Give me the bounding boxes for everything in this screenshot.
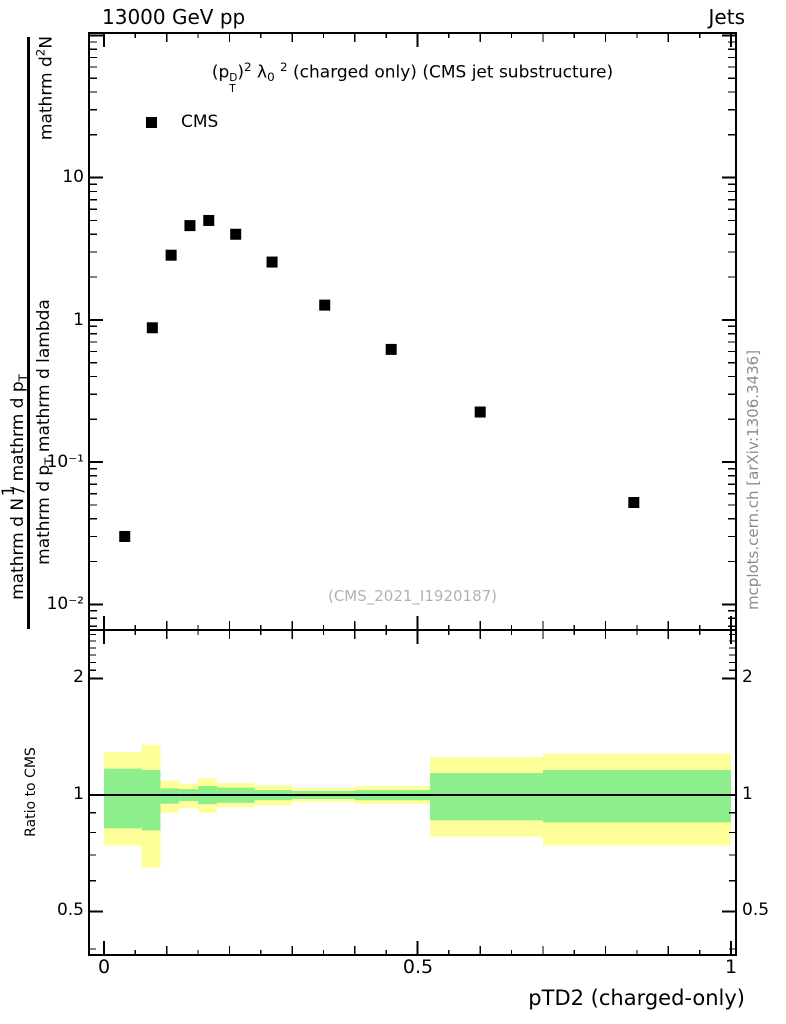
uncertainty-band-green — [160, 788, 180, 804]
data-point — [165, 249, 177, 261]
x-tick-label-1: 1 — [724, 956, 738, 978]
x-tick-label-0p5: 0.5 — [402, 956, 434, 978]
ratio-tick-left-0p5: 0.5 — [56, 900, 84, 920]
data-point — [385, 343, 397, 355]
y-axis-label-inner: mathrm d pT mathrm d lambda — [34, 299, 56, 565]
analysis-group-label: Jets — [708, 5, 745, 29]
y-axis-fraction-bar — [27, 37, 30, 629]
analysis-id-watermark: (CMS_2021_I1920187) — [327, 587, 498, 605]
ratio-tick-left-2: 2 — [73, 667, 84, 687]
y-tick-label-10: 10 — [62, 167, 84, 187]
beam-energy-label: 13000 GeV pp — [102, 5, 246, 29]
data-point — [119, 530, 131, 542]
y-axis-label-numerator: mathrm d2N — [33, 35, 57, 141]
uncertainty-band-green — [104, 768, 142, 829]
data-point — [628, 496, 640, 508]
uncertainty-band-green — [141, 770, 161, 831]
plot-title: (p D T)2 λ0 2 (charged only) (CMS jet subs… — [211, 60, 614, 96]
data-point — [230, 228, 242, 240]
y-tick-label-0p1: 10⁻¹ — [46, 452, 84, 472]
y-tick-label-1: 1 — [73, 310, 84, 330]
data-point — [319, 299, 331, 311]
uncertainty-band-green — [542, 770, 731, 823]
mcplots-credit-note: mcplots.cern.ch [arXiv:1306.3436] — [744, 349, 762, 611]
y-tick-label-0p01: 10⁻² — [46, 594, 84, 614]
x-axis-title: pTD2 (charged-only) — [528, 986, 745, 1010]
ratio-tick-left-1: 1 — [73, 784, 84, 804]
ratio-tick-right-0p5: 0.5 — [742, 900, 770, 920]
data-point — [184, 220, 196, 232]
ratio-tick-right-1: 1 — [742, 784, 753, 804]
data-point — [266, 256, 278, 268]
data-point — [474, 406, 486, 418]
legend: CMS — [146, 112, 218, 132]
data-point — [146, 322, 158, 334]
x-tick-label-0: 0 — [97, 956, 111, 978]
uncertainty-band-green — [430, 773, 543, 821]
ratio-plot-frame — [88, 629, 737, 956]
ratio-tick-right-2: 2 — [742, 667, 753, 687]
legend-label: CMS — [181, 112, 219, 132]
data-point — [203, 214, 215, 226]
cms-data-marker-icon — [146, 116, 157, 128]
